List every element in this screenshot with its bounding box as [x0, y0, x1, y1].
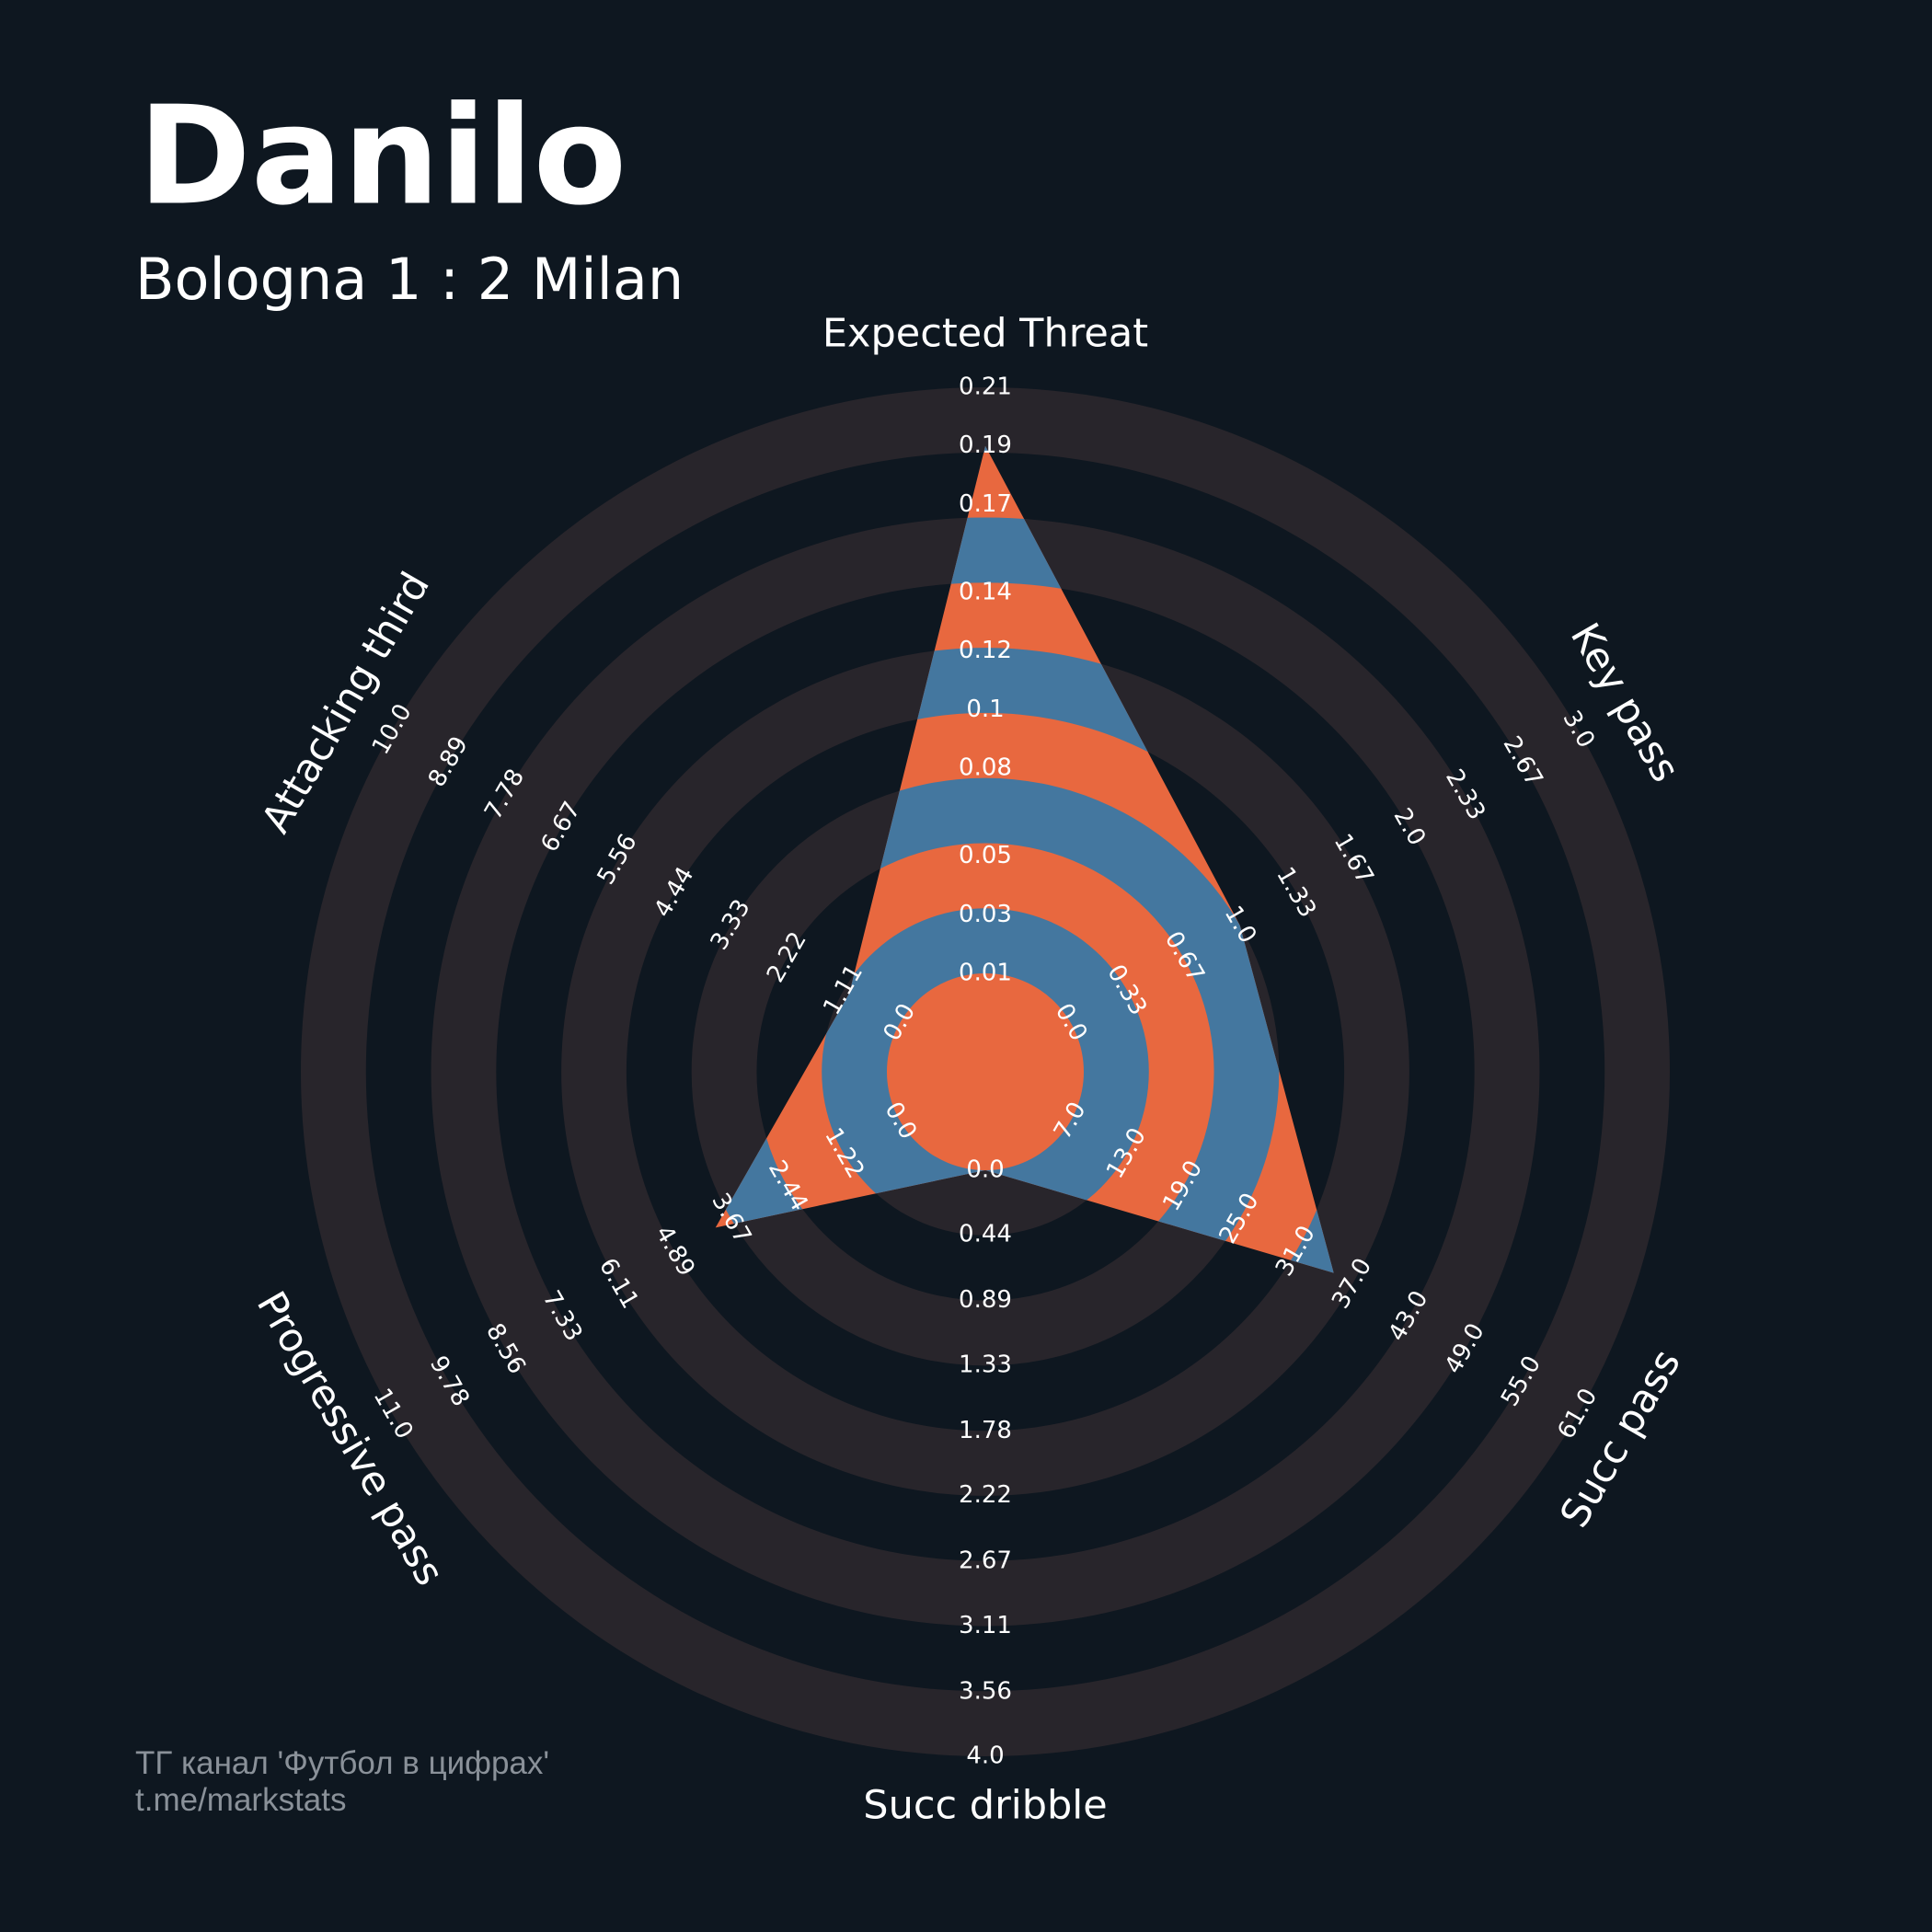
tick-label: 1.33	[959, 1351, 1012, 1378]
tick-label: 0.21	[959, 374, 1012, 401]
tick-label: 0.05	[959, 842, 1012, 869]
tick-label: 0.1	[966, 696, 1004, 723]
tick-label: 1.78	[959, 1417, 1012, 1444]
tick-label: 0.03	[959, 901, 1012, 928]
tick-label: 0.19	[959, 431, 1012, 459]
footnote: ТГ канал 'Футбол в цифрах'	[135, 1745, 549, 1781]
tick-label: 0.89	[959, 1286, 1012, 1314]
footnote: t.me/markstats	[135, 1782, 346, 1818]
param-label: Expected Threat	[822, 311, 1148, 357]
tick-label: 2.22	[959, 1481, 1012, 1509]
tick-label: 0.17	[959, 490, 1012, 518]
tick-label: 3.56	[959, 1677, 1012, 1705]
tick-label: 4.0	[966, 1742, 1004, 1770]
tick-label: 2.67	[959, 1547, 1012, 1575]
param-label: Succ dribble	[863, 1783, 1107, 1829]
tick-label: 0.14	[959, 578, 1012, 605]
chart-title: Danilo	[138, 77, 627, 236]
chart-subtitle: Bologna 1 : 2 Milan	[135, 246, 684, 313]
tick-label: 0.08	[959, 754, 1012, 782]
tick-label: 0.44	[959, 1221, 1012, 1248]
tick-label: 3.11	[959, 1612, 1012, 1639]
tick-label: 0.12	[959, 637, 1012, 664]
tick-label: 0.01	[959, 960, 1012, 987]
tick-label: 0.0	[966, 1156, 1004, 1184]
